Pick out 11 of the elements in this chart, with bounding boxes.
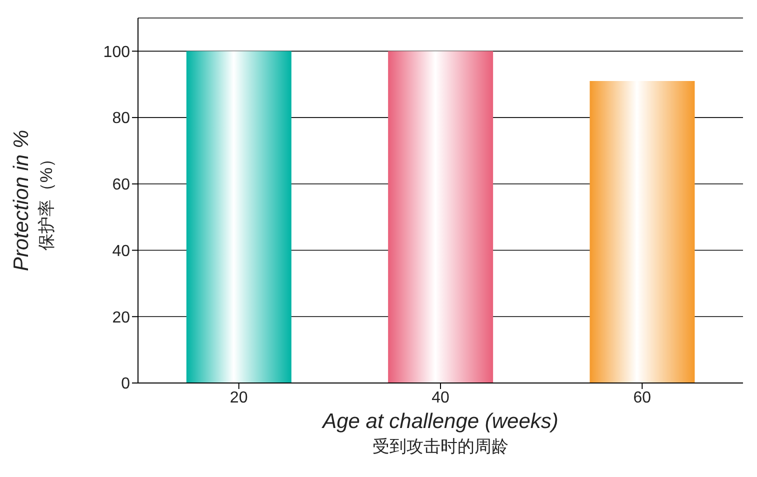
x-tick-label: 60 (633, 389, 652, 406)
y-tick-label: 60 (112, 176, 130, 194)
y-tick-label: 80 (112, 110, 130, 128)
y-tick-label: 40 (112, 242, 130, 260)
y-tick-label: 0 (121, 376, 130, 393)
y-tick-label: 20 (112, 309, 130, 326)
x-tick-label: 40 (432, 389, 450, 406)
x-tick-label: 20 (230, 389, 248, 406)
x-axis-title: Age at challenge (weeks) 受到攻击时的周龄 (320, 410, 558, 456)
y-axis-title: Protection in % 保护率（%） (10, 130, 56, 272)
y-tick-label: 100 (103, 44, 130, 61)
